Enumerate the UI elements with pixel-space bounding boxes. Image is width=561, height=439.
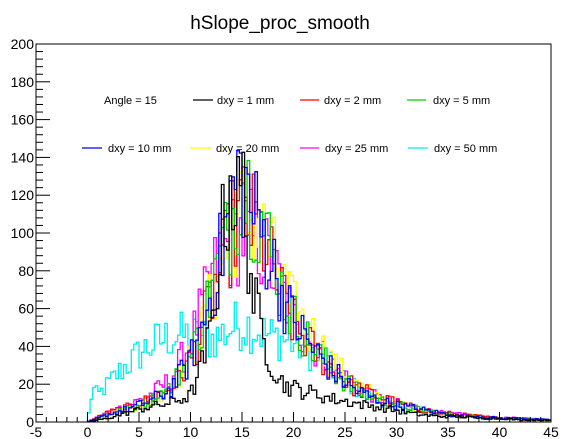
- y-tick-label: 200: [11, 36, 35, 52]
- x-tick-label: 5: [135, 424, 143, 439]
- series-layer: [86, 150, 551, 423]
- legend-entry: dxy = 2 mm: [324, 95, 381, 107]
- x-tick-label: 15: [234, 424, 250, 439]
- y-tick-label: 120: [11, 187, 35, 203]
- legend-entry: dxy = 25 mm: [325, 143, 388, 155]
- x-tick-label: 40: [492, 424, 508, 439]
- legend-entry: dxy = 50 mm: [434, 143, 497, 155]
- x-tick-label: 20: [286, 424, 302, 439]
- x-tick-label: 30: [389, 424, 405, 439]
- y-tick-label: 60: [18, 301, 34, 317]
- y-tick-label: 180: [11, 74, 35, 90]
- y-tick-label: 160: [11, 112, 35, 128]
- series-dxy-5-mm: [86, 159, 551, 423]
- chart-title: hSlope_proc_smooth: [190, 13, 370, 34]
- y-tick-label: 0: [26, 414, 34, 430]
- x-tick-label: 0: [84, 424, 92, 439]
- legend-entry: dxy = 1 mm: [217, 95, 274, 107]
- legend-entry: dxy = 20 mm: [216, 143, 279, 155]
- series-dxy-2-mm: [86, 166, 551, 422]
- series-dxy-25-mm: [86, 188, 551, 423]
- legend-header: Angle = 15: [104, 95, 157, 107]
- y-tick-label: 100: [11, 225, 35, 241]
- series-dxy-20-mm: [86, 172, 551, 423]
- x-tick-label: -5: [30, 424, 43, 439]
- x-tick-label: 25: [337, 424, 353, 439]
- x-tick-label: 45: [543, 424, 559, 439]
- legend-entry: dxy = 5 mm: [433, 95, 490, 107]
- legend-entry: dxy = 10 mm: [108, 143, 171, 155]
- series-dxy-1-mm: [86, 151, 551, 423]
- x-tick-label: 35: [440, 424, 456, 439]
- y-tick-label: 80: [18, 263, 34, 279]
- x-tick-label: 10: [183, 424, 199, 439]
- y-tick-label: 40: [18, 338, 34, 354]
- legend: Angle = 15 dxy = 1 mm dxy = 2 mm dxy = 5 m…: [82, 95, 497, 155]
- y-tick-label: 20: [18, 376, 34, 392]
- axes-layer: -5 0 5 10 15 20 25 30 35 40 4502040608010012014016…: [11, 36, 559, 439]
- y-tick-label: 140: [11, 149, 35, 165]
